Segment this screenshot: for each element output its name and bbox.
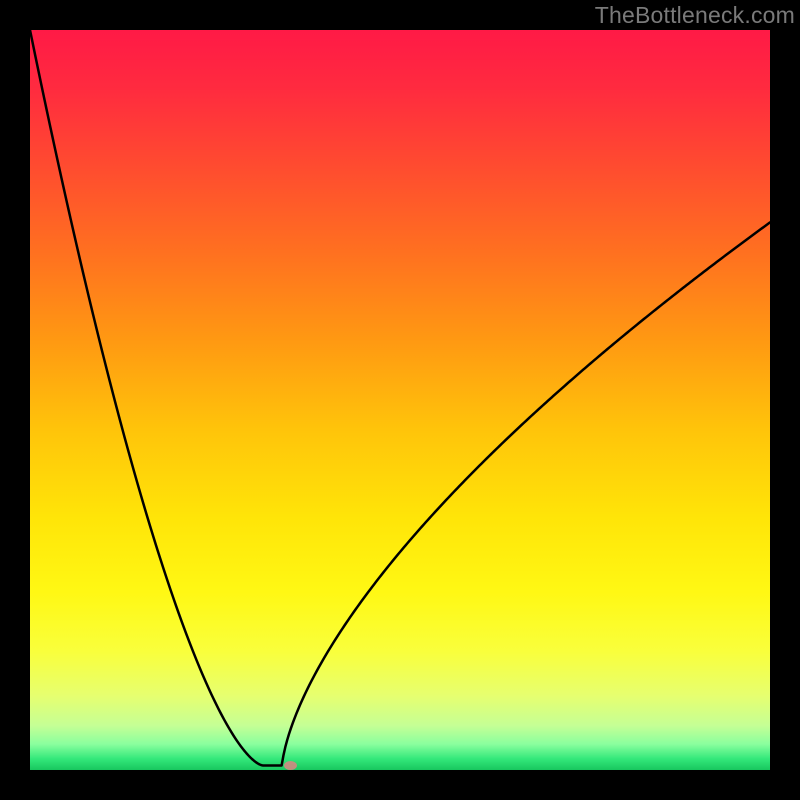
chart-background xyxy=(30,30,770,770)
optimal-point-marker xyxy=(284,761,297,770)
chart-frame: TheBottleneck.com xyxy=(0,0,800,800)
bottleneck-chart xyxy=(0,0,800,800)
watermark-text: TheBottleneck.com xyxy=(595,0,800,29)
